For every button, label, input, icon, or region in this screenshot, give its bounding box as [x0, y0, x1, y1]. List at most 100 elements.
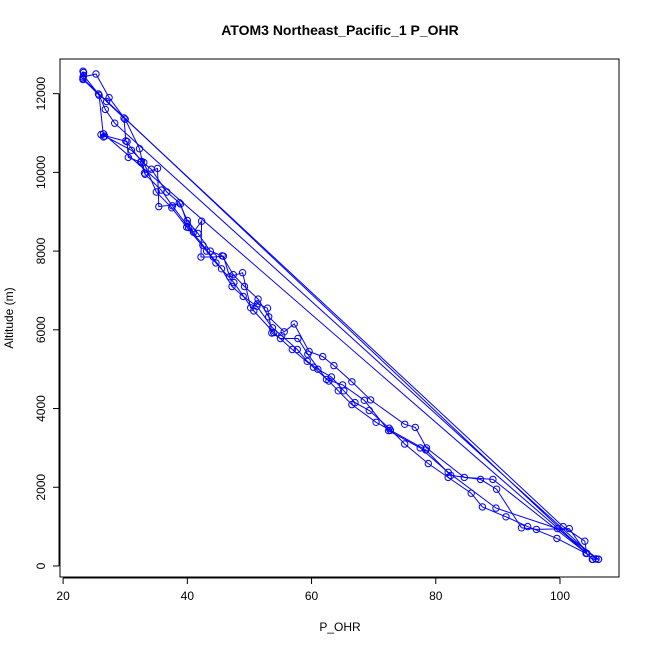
- data-point: [101, 132, 109, 140]
- data-point: [250, 307, 258, 315]
- data-point: [325, 377, 333, 385]
- data-point: [163, 188, 171, 196]
- data-point: [401, 420, 409, 428]
- data-point: [422, 444, 431, 452]
- data-point: [319, 352, 327, 361]
- data-point: [238, 269, 247, 277]
- data-point: [206, 247, 215, 255]
- data-point: [152, 188, 161, 196]
- x-tick-label: 20: [56, 589, 70, 603]
- series-line: [82, 72, 597, 560]
- data-point: [229, 271, 238, 279]
- data-point: [386, 426, 395, 434]
- data-point: [293, 345, 301, 354]
- data-point: [502, 513, 510, 521]
- data-point: [581, 537, 589, 545]
- data-point: [348, 400, 356, 409]
- data-point: [314, 365, 322, 373]
- data-point: [127, 146, 136, 155]
- y-tick-label: 6000: [34, 316, 48, 343]
- data-point: [225, 273, 234, 281]
- data-point: [168, 204, 176, 212]
- y-tick-label: 2000: [34, 474, 48, 501]
- data-point: [111, 119, 119, 127]
- data-point: [303, 357, 311, 365]
- data-point: [121, 115, 129, 123]
- data-point: [492, 485, 501, 493]
- data-point: [102, 97, 111, 106]
- data-point: [270, 328, 278, 337]
- data-point: [489, 475, 497, 484]
- data-point: [137, 157, 146, 166]
- y-tick-label: 10000: [34, 155, 48, 189]
- data-point: [217, 265, 226, 273]
- data-point: [338, 381, 347, 389]
- data-point: [239, 292, 247, 301]
- data-point: [79, 71, 88, 80]
- data-point: [424, 459, 432, 468]
- y-tick-label: 8000: [34, 237, 48, 264]
- data-point: [401, 440, 409, 448]
- x-axis: 20 40 60 80 100: [56, 577, 570, 603]
- series-line: [82, 73, 599, 560]
- x-tick-label: 60: [305, 589, 319, 603]
- data-point: [348, 378, 356, 386]
- data-point: [212, 259, 220, 267]
- y-tick-label: 0: [34, 562, 48, 569]
- data-point: [265, 313, 273, 321]
- data-point: [218, 252, 226, 260]
- data-point: [517, 524, 526, 532]
- y-axis-label: Altitude (m): [2, 287, 16, 348]
- data-point: [280, 328, 288, 336]
- x-tick-label: 100: [550, 589, 570, 603]
- data-point: [532, 525, 541, 534]
- data-point: [294, 334, 302, 343]
- data-point: [105, 93, 113, 102]
- data-point: [478, 503, 487, 511]
- data-point: [447, 471, 455, 480]
- data-point: [94, 90, 103, 98]
- data-point: [92, 70, 100, 78]
- data-point: [492, 504, 500, 512]
- data-point: [366, 396, 375, 404]
- data-point: [240, 282, 249, 291]
- x-axis-label: P_OHR: [319, 620, 361, 634]
- chart-title: ATOM3 Northeast_Pacific_1 P_OHR: [221, 22, 459, 38]
- data-point: [411, 423, 419, 432]
- data-point: [123, 138, 131, 146]
- data-point: [124, 153, 133, 162]
- data-point: [197, 253, 205, 261]
- data-point: [305, 347, 313, 356]
- data-point: [254, 295, 262, 303]
- data-point: [228, 282, 236, 291]
- data-point: [309, 363, 318, 371]
- data-point: [334, 387, 342, 395]
- data-point: [565, 524, 573, 533]
- data-point: [290, 320, 298, 328]
- data-point: [460, 473, 468, 482]
- plot-frame: [59, 58, 620, 578]
- series-line: [82, 78, 599, 560]
- data-point: [175, 199, 184, 207]
- x-tick-label: 40: [181, 589, 195, 603]
- series-line: [82, 71, 597, 560]
- y-axis: 0 2000 4000 6000 8000 10000 12000: [34, 77, 60, 569]
- data-point: [122, 137, 130, 145]
- data-point: [263, 304, 272, 312]
- data-point: [183, 216, 192, 225]
- data-point: [147, 165, 156, 173]
- data-point: [592, 555, 600, 563]
- data-point: [372, 418, 380, 426]
- y-tick-label: 4000: [34, 395, 48, 422]
- x-tick-label: 80: [429, 589, 443, 603]
- data-point: [120, 114, 128, 122]
- data-point: [444, 473, 452, 482]
- data-point: [276, 334, 285, 343]
- data-point: [194, 229, 202, 238]
- data-point: [330, 361, 338, 370]
- y-tick-label: 12000: [34, 77, 48, 111]
- data-point: [553, 534, 561, 543]
- data-point: [582, 549, 590, 557]
- data-point: [101, 105, 110, 114]
